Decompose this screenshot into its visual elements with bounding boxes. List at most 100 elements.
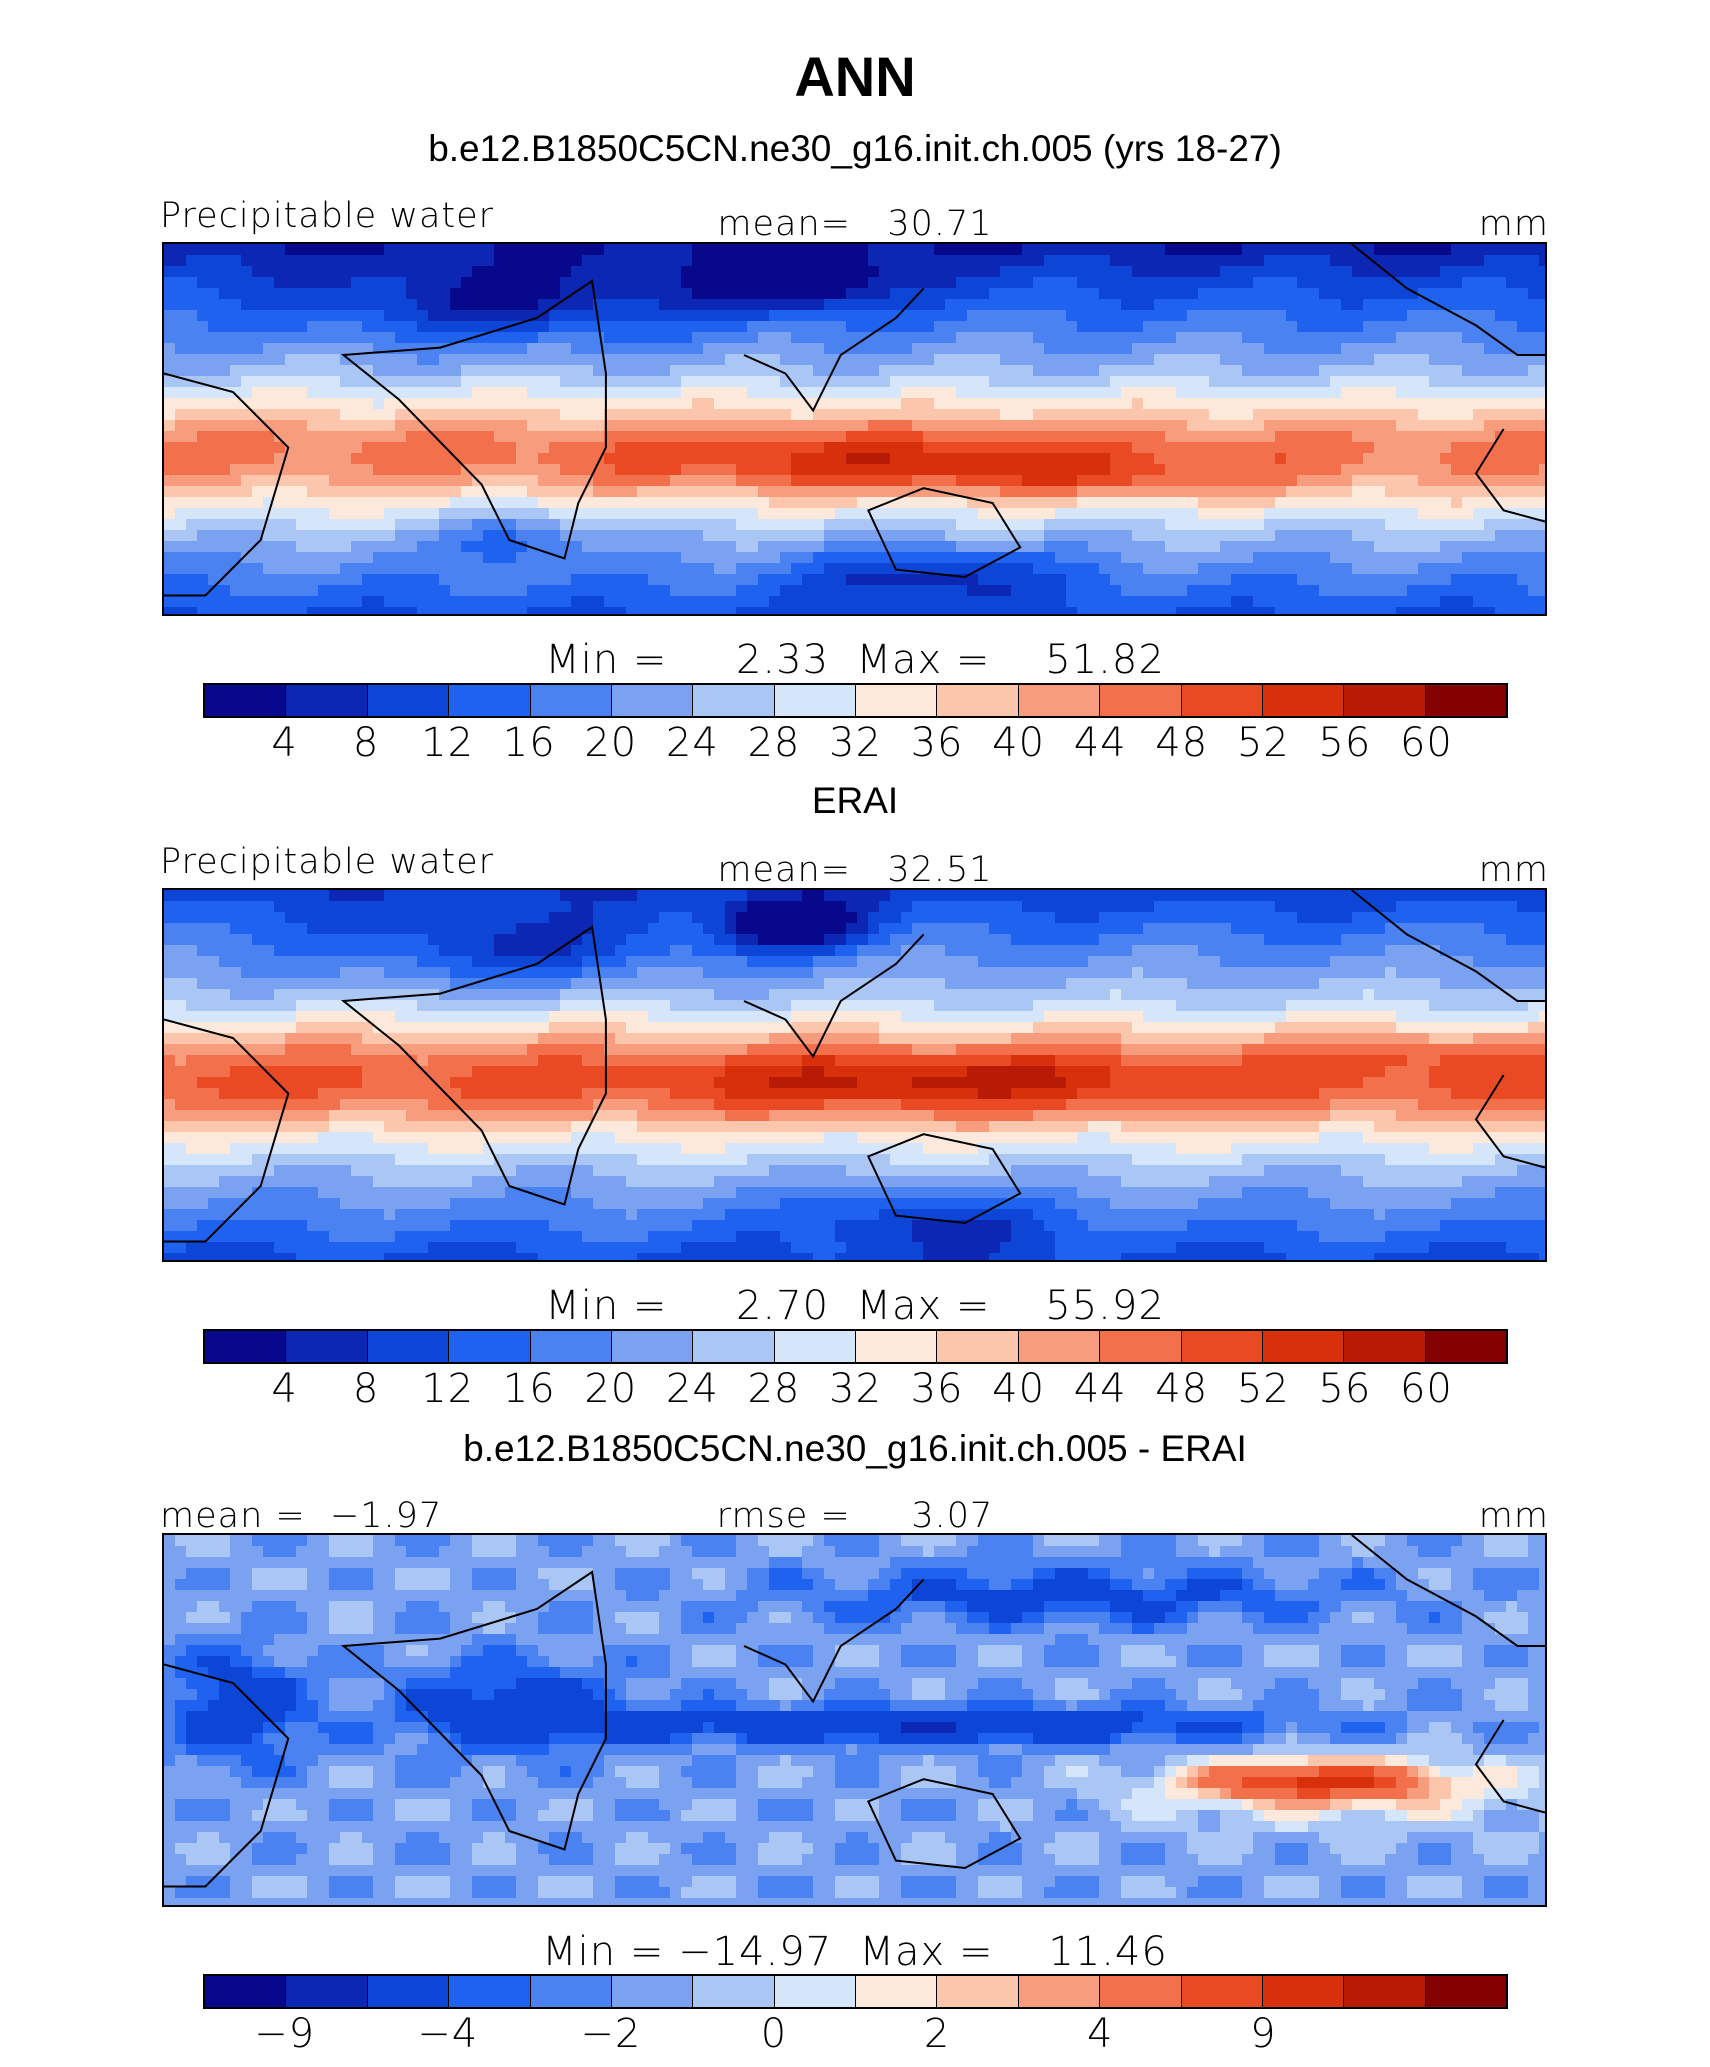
colorbar-tick-label: 16 [502, 1366, 556, 1412]
panel-3-colorbar [203, 1974, 1508, 2009]
colorbar-swatch [611, 1976, 694, 2007]
colorbar-swatch [449, 1331, 531, 1362]
colorbar-tick-label: 36 [910, 1366, 964, 1412]
colorbar-swatch [937, 685, 1019, 716]
colorbar-swatch [1018, 1331, 1101, 1362]
colorbar-tick-label: 44 [1073, 720, 1127, 766]
colorbar-tick-label: 4 [1086, 2011, 1114, 2057]
colorbar-tick-label: 8 [352, 720, 380, 766]
panel-2-map [162, 888, 1547, 1262]
colorbar-swatch [774, 1331, 856, 1362]
colorbar-tick-label: −2 [580, 2011, 642, 2057]
colorbar-swatch [1262, 1331, 1345, 1362]
colorbar-swatch [1018, 685, 1101, 716]
colorbar-swatch [774, 685, 856, 716]
colorbar-tick-label: 20 [584, 1366, 638, 1412]
panel-2-colorbar-labels: 4 8 12 16 20 24 28 32 36 40 44 48 52 56 60 [203, 1366, 1508, 1416]
colorbar-tick-label: 32 [829, 1366, 882, 1412]
colorbar-tick-label: 44 [1073, 1366, 1127, 1412]
colorbar-tick-label: 40 [992, 720, 1046, 766]
colorbar-swatch [1100, 1331, 1182, 1362]
colorbar-swatch [937, 1976, 1019, 2007]
colorbar-swatch [937, 1331, 1019, 1362]
colorbar-swatch [449, 685, 531, 716]
colorbar-swatch [1425, 685, 1506, 716]
colorbar-swatch [1181, 685, 1263, 716]
panel-1-units-label: mm [1478, 204, 1549, 244]
colorbar-swatch [1181, 1976, 1263, 2007]
panel-1-colorbar [203, 683, 1508, 718]
colorbar-swatch [693, 1331, 775, 1362]
colorbar-tick-label: 4 [271, 1366, 298, 1412]
panel-3-title: b.e12.B1850C5CN.ne30_g16.init.ch.005 - E… [463, 1428, 1247, 1469]
panel-3-units-label: mm [1478, 1496, 1549, 1536]
panel-1-contour-field [164, 244, 1545, 614]
colorbar-swatch [1344, 1976, 1426, 2007]
colorbar-swatch [205, 1331, 287, 1362]
colorbar-swatch [1100, 685, 1182, 716]
colorbar-swatch [205, 685, 287, 716]
panel-1-variable-label: Precipitable water [160, 196, 495, 236]
colorbar-tick-label: −4 [417, 2011, 479, 2057]
colorbar-tick-label: 60 [1399, 1366, 1453, 1412]
colorbar-tick-label: 28 [747, 720, 801, 766]
panel-2-mean-label: mean= 32.51 [717, 850, 993, 890]
panel-3-colorbar-labels: −9 −4 −2 0 2 4 9 [203, 2011, 1508, 2061]
colorbar-swatch [449, 1976, 531, 2007]
colorbar-tick-label: 24 [665, 1366, 719, 1412]
colorbar-tick-label: 9 [1250, 2011, 1277, 2057]
panel-2-title: ERAI [811, 780, 899, 821]
colorbar-tick-label: 16 [502, 720, 556, 766]
colorbar-swatch [1344, 685, 1426, 716]
colorbar-tick-label: 56 [1318, 1366, 1372, 1412]
panel-1-map [162, 242, 1547, 616]
colorbar-swatch [1018, 1976, 1101, 2007]
colorbar-tick-label: 4 [271, 720, 298, 766]
colorbar-tick-label: 24 [665, 720, 719, 766]
colorbar-swatch [367, 1331, 450, 1362]
colorbar-tick-label: 28 [747, 1366, 801, 1412]
colorbar-tick-label: 36 [910, 720, 964, 766]
panel-3-map [162, 1533, 1547, 1907]
colorbar-tick-label: 48 [1155, 1366, 1209, 1412]
panel-3-contour-field [164, 1535, 1545, 1905]
colorbar-swatch [1100, 1976, 1182, 2007]
panel-3-mean-label: mean = −1.97 [160, 1496, 443, 1536]
panel-1-colorbar-labels: 4 8 12 16 20 24 28 32 36 40 44 48 52 56 60 [203, 720, 1508, 770]
panel-2-variable-label: Precipitable water [160, 842, 495, 882]
colorbar-tick-label: 40 [992, 1366, 1046, 1412]
panel-3-rmse-label: rmse = 3.07 [716, 1496, 994, 1536]
panel-2-contour-field [164, 890, 1545, 1260]
panel-1-minmax: Min = 2.33 Max = 51.82 [545, 637, 1165, 683]
main-title: ANN [794, 45, 916, 108]
colorbar-swatch [611, 685, 694, 716]
colorbar-tick-label: 20 [584, 720, 638, 766]
colorbar-swatch [1425, 1976, 1506, 2007]
colorbar-swatch [530, 1331, 612, 1362]
colorbar-tick-label: 60 [1399, 720, 1453, 766]
colorbar-swatch [1181, 1331, 1263, 1362]
colorbar-tick-label: 8 [352, 1366, 380, 1412]
panel-1-mean-label: mean= 30.71 [717, 204, 993, 244]
colorbar-swatch [367, 685, 450, 716]
colorbar-tick-label: 0 [760, 2011, 788, 2057]
colorbar-swatch [1262, 1976, 1345, 2007]
colorbar-swatch [774, 1976, 856, 2007]
colorbar-swatch [693, 1976, 775, 2007]
colorbar-swatch [856, 1976, 938, 2007]
colorbar-tick-label: 48 [1155, 720, 1209, 766]
colorbar-tick-label: 32 [829, 720, 882, 766]
colorbar-swatch [286, 1976, 368, 2007]
panel-2-minmax: Min = 2.70 Max = 55.92 [545, 1283, 1165, 1329]
colorbar-tick-label: 56 [1318, 720, 1372, 766]
panel-2-units-label: mm [1478, 850, 1549, 890]
colorbar-tick-label: 12 [421, 1366, 475, 1412]
colorbar-swatch [367, 1976, 450, 2007]
colorbar-swatch [530, 1976, 612, 2007]
colorbar-swatch [286, 685, 368, 716]
panel-3-minmax: Min = −14.97 Max = 11.46 [542, 1929, 1168, 1975]
colorbar-tick-label: 2 [923, 2011, 951, 2057]
colorbar-swatch [1425, 1331, 1506, 1362]
colorbar-swatch [205, 1976, 287, 2007]
colorbar-tick-label: 52 [1236, 720, 1290, 766]
